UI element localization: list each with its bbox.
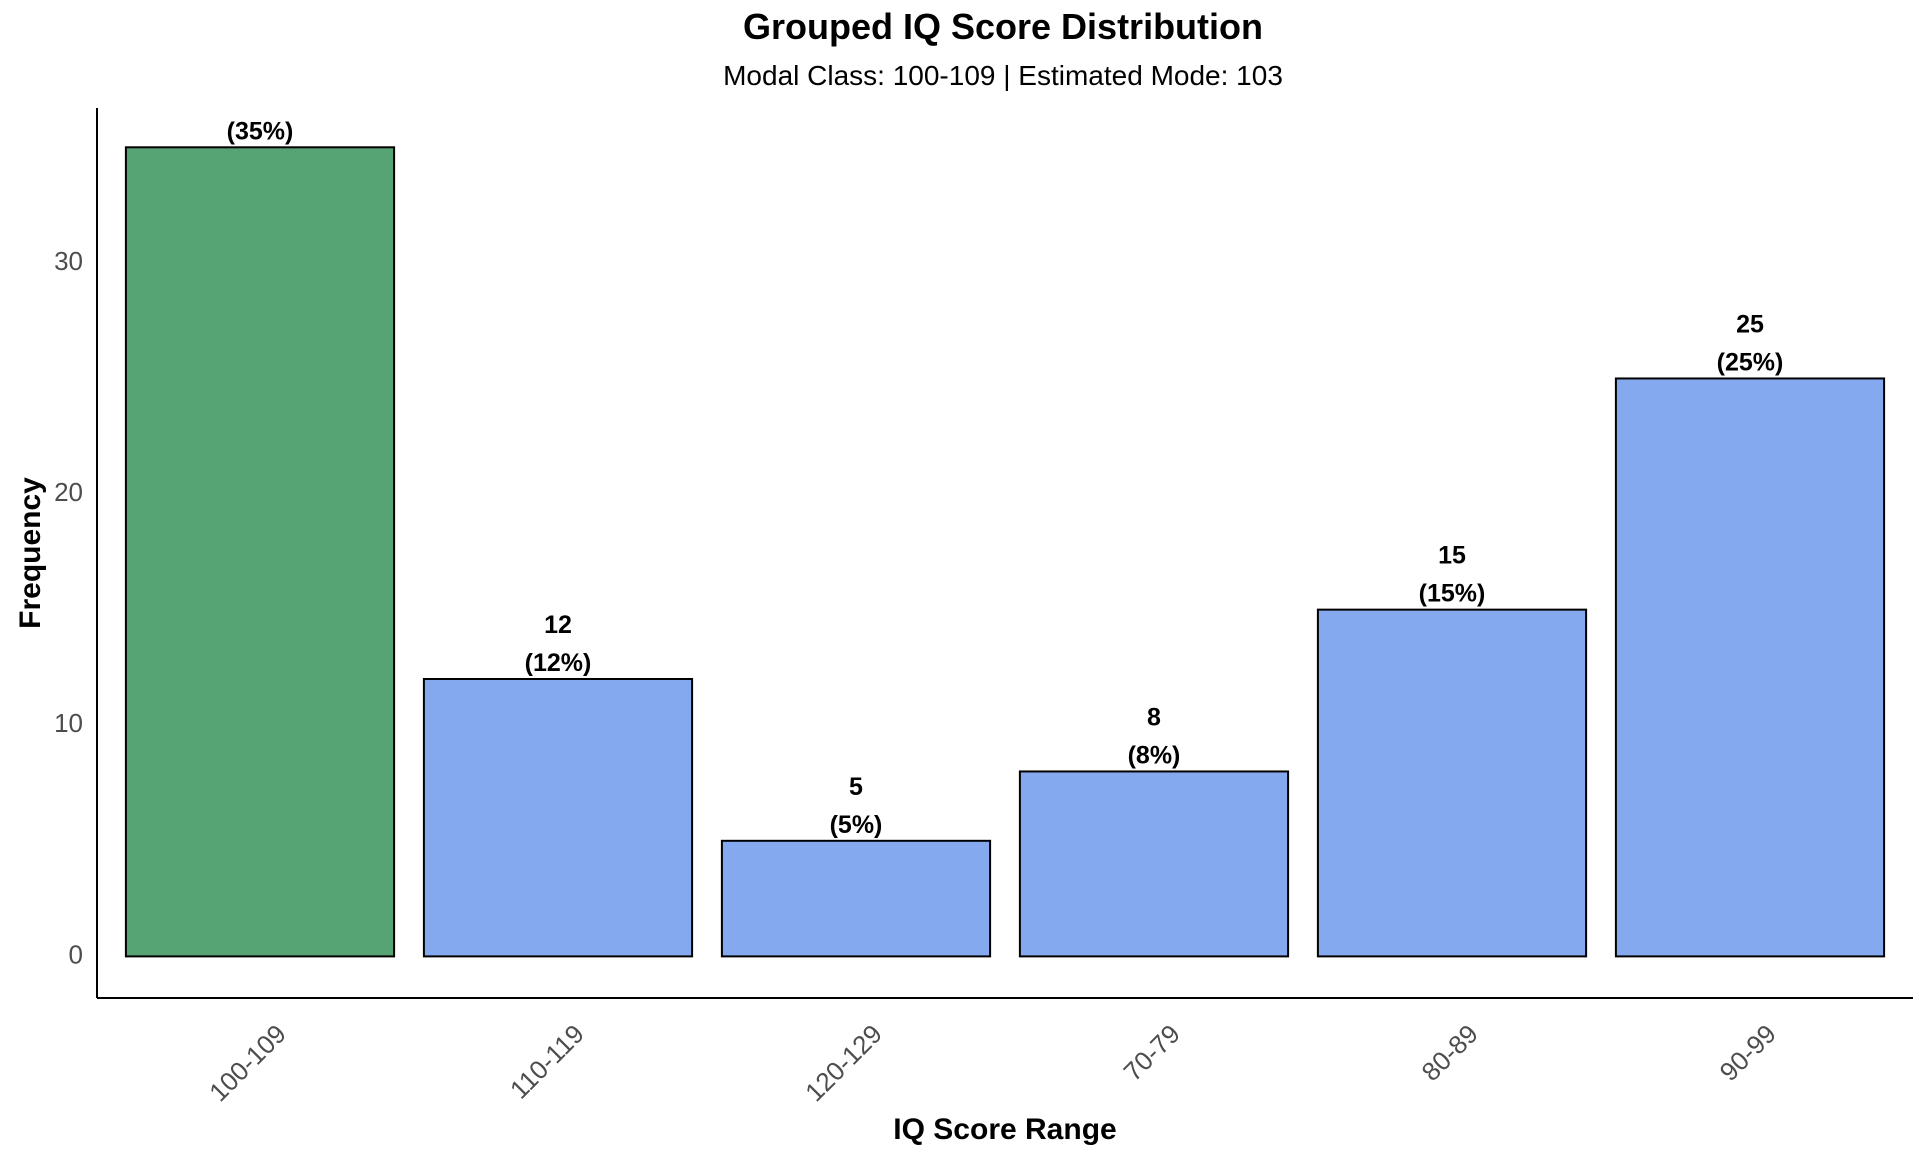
x-tick-label-120-129: 120-129 — [799, 1019, 888, 1108]
y-tick-label-20: 20 — [54, 477, 83, 507]
percent-label-70-79: (8%) — [1128, 741, 1181, 769]
x-tick-label-100-109: 100-109 — [203, 1019, 292, 1108]
value-label-110-119: 12 — [544, 611, 572, 639]
x-tick-label-70-79: 70-79 — [1118, 1019, 1186, 1087]
value-label-70-79: 8 — [1147, 703, 1161, 731]
value-label-80-89: 15 — [1438, 542, 1466, 570]
percent-label-100-109: (35%) — [227, 117, 294, 145]
bar-100-109 — [124, 146, 396, 958]
bar-90-99 — [1614, 377, 1886, 958]
x-tick-label-80-89: 80-89 — [1416, 1019, 1484, 1087]
value-label-100-109: 35 — [246, 79, 274, 107]
bars-group — [124, 146, 1886, 958]
percent-label-120-129: (5%) — [830, 811, 883, 839]
y-axis-title: Frequency — [14, 477, 47, 629]
y-ticks-group: 0 10 20 30 — [54, 246, 83, 970]
x-tick-label-110-119: 110-119 — [504, 1019, 590, 1105]
bar-110-119 — [422, 677, 694, 958]
data-labels-group: 35 (35%) 12 (12%) 5 (5%) 8 (8%) 15 (15%) 25 (25%) — [227, 79, 1784, 839]
percent-label-80-89: (15%) — [1419, 580, 1486, 608]
percent-label-110-119: (12%) — [525, 649, 592, 677]
chart-title: Grouped IQ Score Distribution — [742, 6, 1264, 47]
x-ticks-group: 100-109 110-119 120-129 70-79 80-89 90-99 — [203, 1019, 1782, 1108]
bar-70-79 — [1018, 770, 1290, 958]
percent-label-90-99: (25%) — [1717, 348, 1784, 376]
value-label-90-99: 25 — [1736, 310, 1764, 338]
value-label-120-129: 5 — [849, 773, 863, 801]
y-tick-label-30: 30 — [54, 246, 83, 276]
x-axis-title: IQ Score Range — [893, 1113, 1116, 1146]
bar-80-89 — [1316, 608, 1588, 958]
x-tick-label-90-99: 90-99 — [1714, 1019, 1782, 1087]
chart-subtitle: Modal Class: 100-109 | Estimated Mode: 1… — [723, 60, 1283, 91]
bar-120-129 — [720, 839, 992, 958]
y-tick-label-10: 10 — [54, 708, 83, 738]
y-tick-label-0: 0 — [69, 939, 83, 969]
